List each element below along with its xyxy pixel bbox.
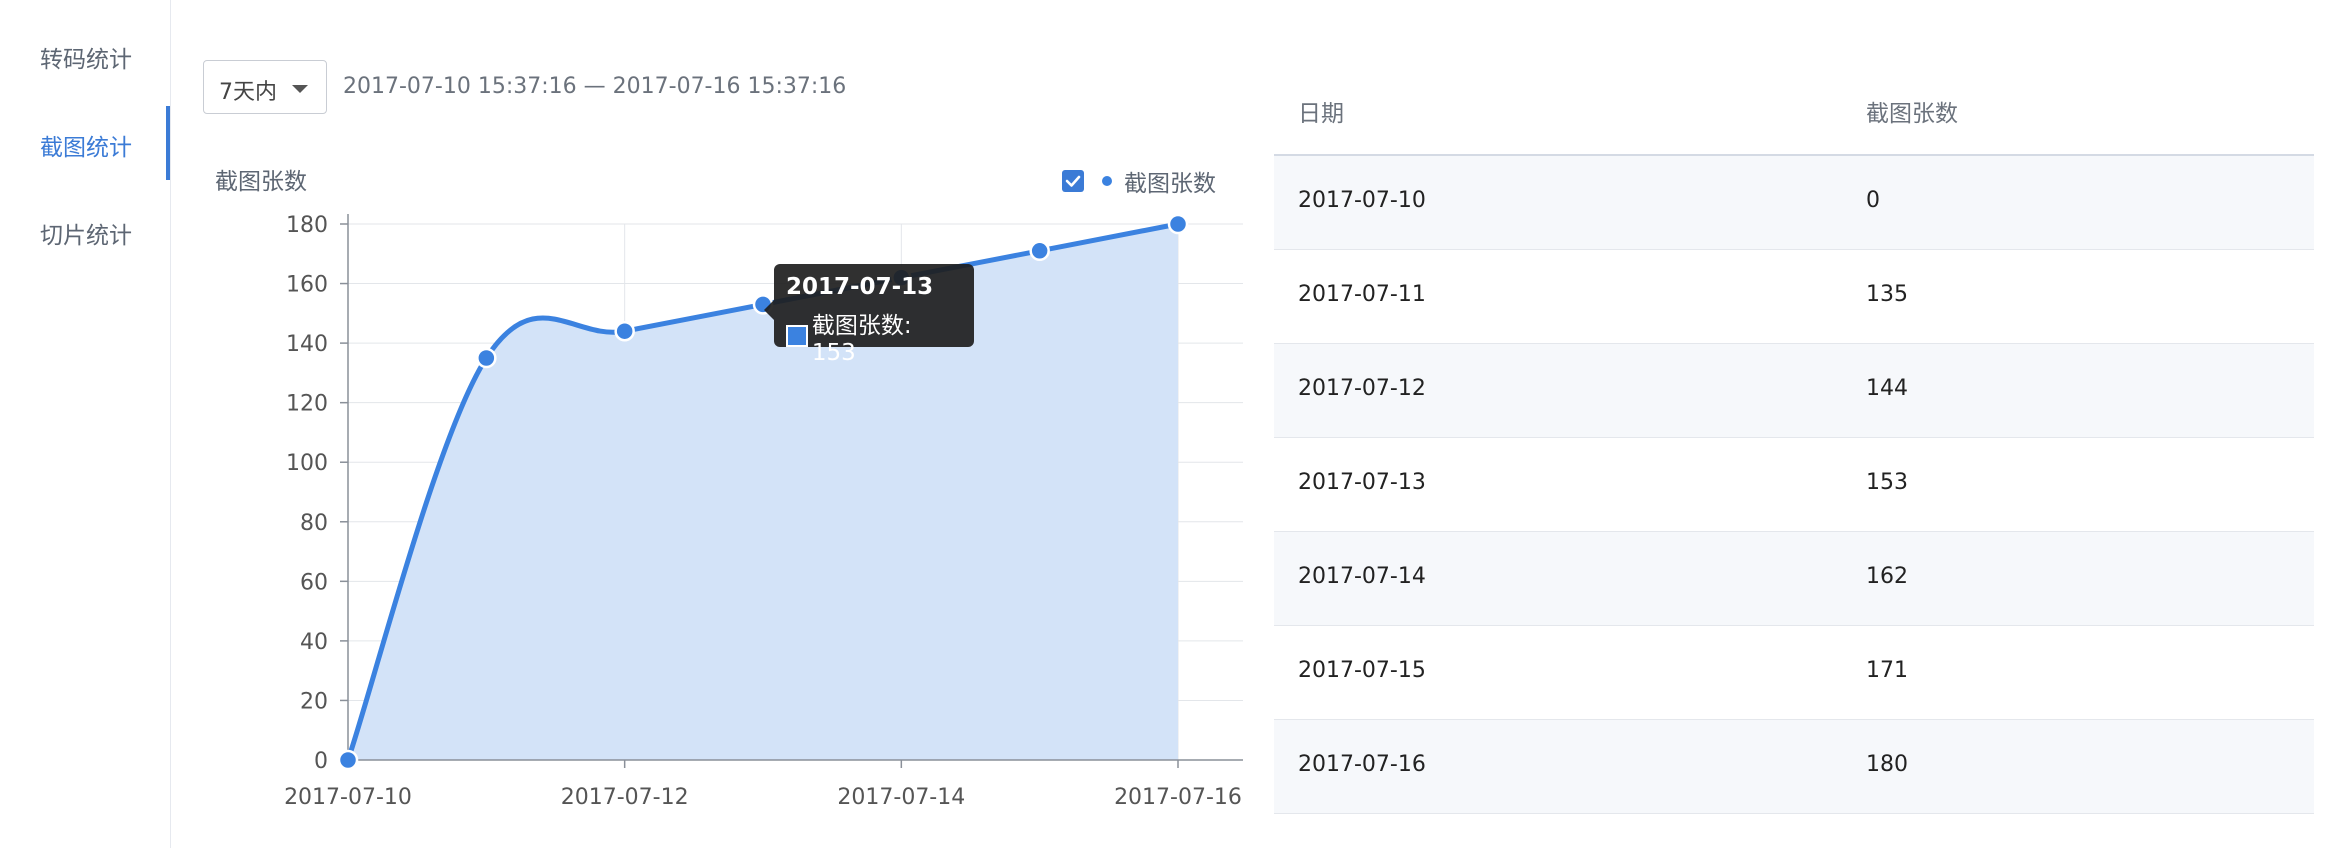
y-tick-label: 160 xyxy=(286,273,328,298)
y-tick-label: 60 xyxy=(300,570,328,595)
series-area xyxy=(348,224,1178,760)
y-tick-label: 0 xyxy=(314,749,328,774)
data-table: 日期 截图张数 2017-07-10 0 2017-07-11 135 2017… xyxy=(1274,70,2314,814)
chart-tooltip: 2017-07-13 截图张数: 153 xyxy=(764,264,974,366)
column-header-date: 日期 xyxy=(1298,101,1344,127)
cell-date: 2017-07-16 xyxy=(1298,752,1426,777)
sidebar-item-transcode-stats[interactable]: 转码统计 xyxy=(40,47,132,73)
cell-count: 153 xyxy=(1866,470,1908,495)
cell-count: 180 xyxy=(1866,752,1908,777)
x-tick-label: 2017-07-12 xyxy=(561,785,689,810)
data-point xyxy=(476,347,497,369)
y-tick-label: 140 xyxy=(286,332,328,357)
table-row: 2017-07-16 180 xyxy=(1274,720,2314,814)
table-row: 2017-07-12 144 xyxy=(1274,344,2314,438)
cell-date: 2017-07-12 xyxy=(1298,376,1426,401)
table-row: 2017-07-11 135 xyxy=(1274,250,2314,344)
x-tick-label: 2017-07-10 xyxy=(284,785,412,810)
y-tick-label: 120 xyxy=(286,392,328,417)
chart-title: 截图张数 xyxy=(215,169,307,195)
data-point xyxy=(1029,240,1050,262)
active-indicator xyxy=(166,106,170,180)
y-tick-label: 20 xyxy=(300,689,328,714)
cell-count: 0 xyxy=(1866,188,1880,213)
checkbox-checked-icon[interactable] xyxy=(1062,170,1084,192)
tooltip-date: 2017-07-13 xyxy=(786,274,934,300)
table-row: 2017-07-14 162 xyxy=(1274,532,2314,626)
y-tick-label: 100 xyxy=(286,451,328,476)
table-row: 2017-07-10 0 xyxy=(1274,156,2314,250)
time-range-value: 7天内 xyxy=(219,80,277,105)
chevron-down-icon xyxy=(292,85,308,93)
sidebar-item-screenshot-stats[interactable]: 截图统计 xyxy=(40,135,132,161)
sidebar-item-slice-stats[interactable]: 切片统计 xyxy=(40,223,132,249)
legend-dot-icon xyxy=(1102,176,1112,186)
area-chart: 0 20 40 60 80 100 120 140 160 180 2017-07-10 2017-0… xyxy=(284,213,1243,810)
legend-label: 截图张数 xyxy=(1124,171,1216,197)
cell-count: 171 xyxy=(1866,658,1908,683)
y-tick-label: 180 xyxy=(286,213,328,238)
cell-count: 162 xyxy=(1866,564,1908,589)
chart-legend-item[interactable]: 截图张数 xyxy=(1062,166,1216,197)
date-range-text: 2017-07-10 15:37:16 — 2017-07-16 15:37:1… xyxy=(343,74,847,99)
table-row: 2017-07-13 153 xyxy=(1274,438,2314,532)
table-row: 2017-07-15 171 xyxy=(1274,626,2314,720)
tooltip-value: 截图张数: 153 xyxy=(811,313,912,366)
cell-date: 2017-07-10 xyxy=(1298,188,1426,213)
sidebar: 转码统计 截图统计 切片统计 xyxy=(0,0,171,848)
cell-count: 135 xyxy=(1866,282,1908,307)
x-tick-label: 2017-07-16 xyxy=(1114,785,1242,810)
series-line xyxy=(345,221,1179,761)
cell-date: 2017-07-11 xyxy=(1298,282,1426,307)
cell-count: 144 xyxy=(1866,376,1908,401)
cell-date: 2017-07-15 xyxy=(1298,658,1426,683)
cell-date: 2017-07-13 xyxy=(1298,470,1426,495)
y-tick-label: 40 xyxy=(300,630,328,655)
data-point xyxy=(337,749,359,771)
x-tick-label: 2017-07-14 xyxy=(837,785,965,810)
time-range-select[interactable]: 7天内 xyxy=(203,60,327,114)
data-point xyxy=(1167,213,1189,235)
column-header-count: 截图张数 xyxy=(1866,101,1958,127)
data-point xyxy=(614,320,635,342)
y-tick-label: 80 xyxy=(300,511,328,536)
cell-date: 2017-07-14 xyxy=(1298,564,1426,589)
tooltip-swatch-icon xyxy=(786,325,808,347)
table-header: 日期 截图张数 xyxy=(1274,70,2314,156)
